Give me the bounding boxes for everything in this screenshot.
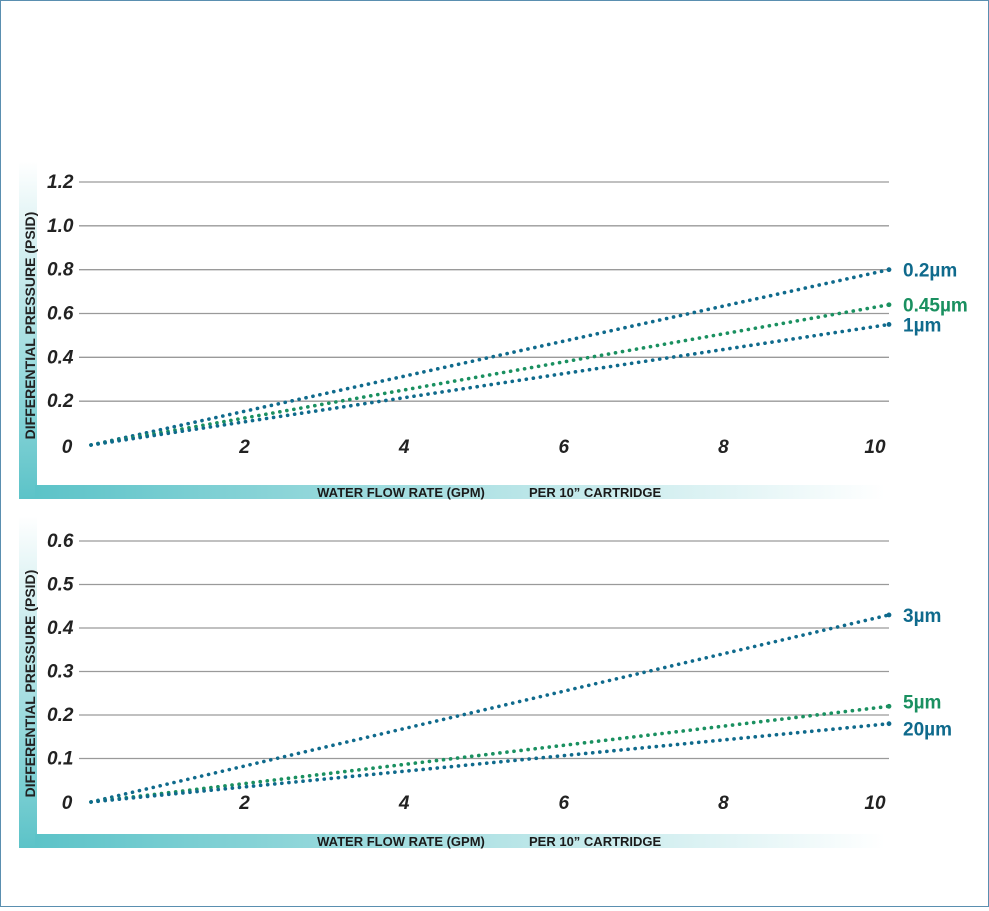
series-label-0-2: 1µm [903, 315, 941, 336]
series-label-1-1: 5µm [903, 692, 941, 713]
y-tick-label-0-0: 0.2 [47, 391, 74, 412]
y-tick-label-0-2: 0.6 [47, 304, 74, 325]
y-tick-label-1-0: 0.1 [47, 749, 73, 770]
series-line-1-1 [89, 704, 891, 804]
series-label-0-1: 0.45µm [903, 296, 968, 317]
series-line-0-0 [89, 267, 891, 447]
x-tick-label-0-2: 4 [398, 437, 410, 458]
x-axis-band-0 [35, 485, 885, 499]
y-axis-title-1: DIFFERENTIAL PRESSURE (PSID) [22, 570, 38, 798]
x-tick-label-1-2: 4 [398, 793, 410, 814]
y-axis-band-0 [19, 161, 37, 499]
x-tick-label-0-3: 6 [559, 437, 570, 458]
y-axis-band-1 [19, 516, 37, 848]
series-endpoint-1-0 [886, 612, 892, 618]
series-line-1-2 [89, 721, 891, 804]
x-axis-title-1: WATER FLOW RATE (GPM) [317, 834, 485, 849]
x-tick-label-0-1: 2 [238, 437, 250, 458]
x-tick-label-1-5: 10 [864, 793, 886, 814]
x-tick-label-1-0: 0 [62, 793, 73, 814]
x-tick-label-1-3: 6 [559, 793, 570, 814]
y-tick-label-1-4: 0.5 [47, 575, 74, 596]
y-tick-label-0-1: 0.4 [47, 347, 74, 368]
series-endpoint-0-0 [886, 267, 892, 273]
x-tick-label-1-1: 2 [238, 793, 250, 814]
x-axis-title-suffix-1: PER 10” CARTRIDGE [529, 834, 662, 849]
series-line-0-2 [89, 322, 891, 447]
series-label-0-0: 0.2µm [903, 261, 957, 282]
y-axis-title-0: DIFFERENTIAL PRESSURE (PSID) [22, 212, 38, 440]
y-tick-label-1-3: 0.4 [47, 618, 74, 639]
series-line-1-0 [89, 613, 891, 804]
series-label-1-0: 3µm [903, 606, 941, 627]
series-label-1-2: 20µm [903, 720, 952, 741]
y-tick-label-1-5: 0.6 [47, 531, 74, 552]
series-endpoint-0-1 [886, 302, 892, 308]
x-axis-band-1 [35, 834, 885, 848]
series-line-0-1 [89, 302, 891, 447]
y-tick-label-0-3: 0.8 [47, 260, 74, 281]
x-axis-title-suffix-0: PER 10” CARTRIDGE [529, 485, 662, 500]
x-axis-title-0: WATER FLOW RATE (GPM) [317, 485, 485, 500]
x-tick-label-1-4: 8 [718, 793, 729, 814]
series-endpoint-0-2 [886, 322, 892, 327]
series-endpoint-1-2 [886, 721, 892, 727]
series-endpoint-1-1 [886, 703, 892, 709]
y-tick-label-1-2: 0.3 [47, 662, 74, 683]
y-tick-label-0-5: 1.2 [47, 172, 74, 193]
x-tick-label-0-0: 0 [62, 437, 73, 458]
y-tick-label-0-4: 1.0 [47, 216, 74, 237]
y-tick-label-1-1: 0.2 [47, 705, 74, 726]
x-tick-label-0-4: 8 [718, 437, 729, 458]
x-tick-label-0-5: 10 [864, 437, 886, 458]
